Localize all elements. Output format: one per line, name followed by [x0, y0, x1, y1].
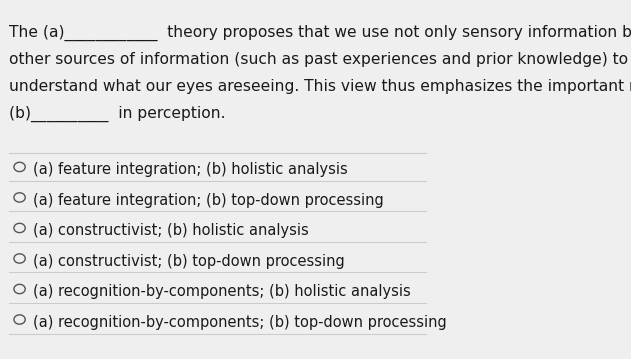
Text: (a) feature integration; (b) holistic analysis: (a) feature integration; (b) holistic an…	[33, 162, 348, 177]
Text: (b)__________  in perception.: (b)__________ in perception.	[9, 106, 225, 122]
Text: The (a)____________  theory proposes that we use not only sensory information bu: The (a)____________ theory proposes that…	[9, 25, 631, 41]
Text: (a) constructivist; (b) holistic analysis: (a) constructivist; (b) holistic analysi…	[33, 223, 309, 238]
Text: (a) constructivist; (b) top-down processing: (a) constructivist; (b) top-down process…	[33, 254, 345, 269]
Text: other sources of information (such as past experiences and prior knowledge) to: other sources of information (such as pa…	[9, 52, 628, 67]
Text: (a) recognition-by-components; (b) top-down processing: (a) recognition-by-components; (b) top-d…	[33, 315, 446, 330]
Text: (a) recognition-by-components; (b) holistic analysis: (a) recognition-by-components; (b) holis…	[33, 284, 410, 299]
Text: understand what our eyes are⁠seeing. This view thus emphasizes the important rol: understand what our eyes are⁠seeing. Thi…	[9, 79, 631, 94]
Text: (a) feature integration; (b) top-down processing: (a) feature integration; (b) top-down pr…	[33, 193, 384, 208]
